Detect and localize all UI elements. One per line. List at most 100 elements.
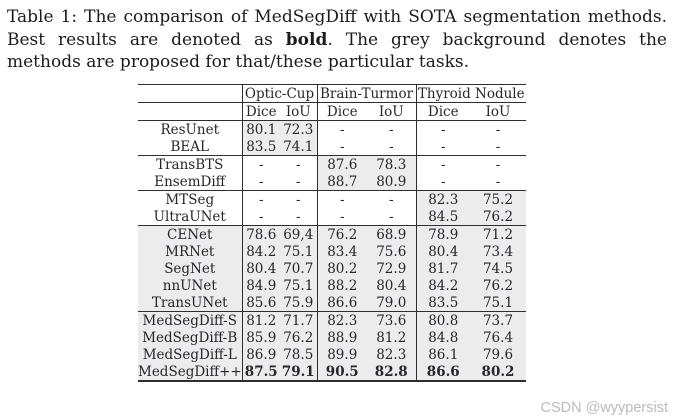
metric-value-cell: - (316, 208, 367, 226)
metric-value-cell: - (241, 155, 280, 173)
metric-value-cell: - (280, 190, 317, 208)
table-row: nnUNet 84.9 75.1 88.2 80.4 84.2 76.2 (138, 277, 526, 294)
metric-value-cell: 86.1 (415, 346, 470, 363)
metric-value-cell: 86.9 (241, 346, 280, 363)
metric-value-cell: 81.7 (415, 260, 470, 277)
method-name-cell: SegNet (138, 260, 242, 277)
metric-value-cell: 78.9 (415, 225, 470, 243)
metric-value-cell: 80.4 (415, 243, 470, 260)
metric-value-cell: 82.8 (367, 363, 416, 382)
table-body: ResUnet 80.1 72.3- - - - BEAL 83.5 74.1- - - - Trans… (138, 120, 526, 382)
group-header-optic-cup: Optic-Cup (241, 84, 317, 103)
metric-value-cell: 72.3 (280, 120, 317, 138)
method-name-cell: ResUnet (160, 121, 220, 138)
method-name-cell: UltraUNet (153, 208, 226, 225)
group-header-brain-tumor: Brain-Turmor (316, 84, 416, 103)
metric-value-cell: 87.5 (241, 363, 280, 382)
metric-value-cell: 82.3 (415, 190, 470, 208)
metric-value-cell: 82.3 (367, 346, 416, 363)
empty-corner-cell (138, 102, 242, 121)
metric-value-cell: 74.5 (470, 260, 526, 277)
metric-value-cell: 75.1 (470, 294, 526, 312)
metric-value-cell: - (316, 120, 367, 138)
metric-value-cell: 75.6 (367, 243, 416, 260)
metric-value-cell: 85.6 (241, 294, 280, 312)
metric-header-dice: Dice (241, 102, 280, 121)
metric-value-cell: 80.1 (241, 120, 280, 138)
metric-value-cell: 73.6 (367, 311, 416, 329)
metric-value-cell: 76.2 (280, 329, 317, 346)
metric-value-cell: 86.6 (415, 363, 470, 382)
empty-corner-cell (138, 84, 242, 103)
metric-value-cell: 75.2 (470, 190, 526, 208)
table-row: MTSeg - - - -82.3 75.2 (138, 190, 526, 208)
metric-value-cell: 73.4 (470, 243, 526, 260)
method-name-cell: CENet (138, 225, 242, 243)
metric-value-cell: - (388, 121, 394, 138)
metric-value-cell: - (495, 121, 501, 138)
metric-value-cell: 83.5 (241, 138, 280, 156)
table-row: MedSegDiff++ 87.5 79.1 90.5 82.8 86.6 80.2 (138, 363, 526, 382)
metric-value-cell: 84.2 (241, 243, 280, 260)
table-row: MedSegDiff-L 86.9 78.5 89.9 82.3 86.1 79.6 (138, 346, 526, 363)
metric-value-cell: 79.0 (367, 294, 416, 312)
metric-value-cell: 78.3 (367, 155, 416, 173)
metric-value-cell: - (415, 173, 470, 191)
metric-value-cell: - (367, 190, 416, 208)
caption-text-before: Table 1: The comparison of MedSegDiff wi… (7, 7, 667, 50)
metric-value-cell: - (388, 208, 394, 225)
metric-value-cell: 80.2 (316, 260, 367, 277)
method-name-cell: MedSegDiff++ (138, 363, 242, 382)
metric-value-cell: - (388, 138, 394, 155)
metric-value-cell: 80.4 (367, 277, 416, 294)
caption-bold-word: bold (285, 29, 328, 50)
method-name-cell: MTSeg (138, 190, 242, 208)
method-name-cell: nnUNet (138, 277, 242, 294)
table-row: TransUNet 85.6 75.9 86.6 79.0 83.5 75.1 (138, 294, 526, 312)
metric-value-cell: 75.9 (280, 294, 317, 312)
table-row: UltraUNet - - - -84.5 76.2 (138, 208, 526, 226)
metric-value-cell: 73.7 (470, 311, 526, 329)
metric-value-cell: - (495, 138, 501, 155)
table-row: SegNet 80.4 70.7 80.2 72.9 81.7 74.5 (138, 260, 526, 277)
group-header-thyroid-nodule: Thyroid Nodule (415, 84, 526, 103)
metric-value-cell: 71.2 (470, 225, 526, 243)
metric-value-cell: 75.1 (280, 243, 317, 260)
metric-value-cell: 81.2 (241, 311, 280, 329)
method-name-cell: MedSegDiff-L (138, 346, 242, 363)
metric-value-cell: - (415, 155, 470, 173)
table-row: EnsemDiff - -88.7 80.9- - (138, 173, 526, 191)
metric-value-cell: 78.6 (241, 225, 280, 243)
metric-value-cell: 80.8 (415, 311, 470, 329)
metric-value-cell: - (415, 138, 470, 156)
metric-value-cell: 84.9 (241, 277, 280, 294)
metric-header-dice: Dice (316, 102, 367, 121)
metric-value-cell: - (415, 120, 470, 138)
metric-value-cell: 79.6 (470, 346, 526, 363)
metric-value-cell: - (295, 173, 301, 190)
table-row: TransBTS - -87.6 78.3- - (138, 155, 526, 173)
metric-value-cell: 69,4 (280, 225, 317, 243)
metric-value-cell: 76.2 (470, 277, 526, 294)
comparison-table: Optic-Cup Brain-Turmor Thyroid Nodule Di… (138, 84, 526, 382)
metric-value-cell: 83.5 (415, 294, 470, 312)
metric-value-cell: - (241, 208, 280, 226)
metric-header-iou: IoU (280, 102, 317, 121)
metric-value-cell: - (241, 190, 280, 208)
metric-value-cell: 84.2 (415, 277, 470, 294)
table-row: CENet 78.6 69,4 76.2 68.9 78.9 71.2 (138, 225, 526, 243)
metric-value-cell: 81.2 (367, 329, 416, 346)
table-row: MedSegDiff-B 85.9 76.2 88.9 81.2 84.8 76.4 (138, 329, 526, 346)
metric-value-cell: 84.8 (415, 329, 470, 346)
metric-value-cell: 80.9 (367, 173, 416, 191)
metric-header-row: Dice IoU Dice IoU Dice IoU (138, 102, 526, 121)
table-header: Optic-Cup Brain-Turmor Thyroid Nodule Di… (138, 84, 526, 121)
metric-value-cell: - (241, 173, 280, 191)
metric-value-cell: 80.4 (241, 260, 280, 277)
metric-value-cell: 88.2 (316, 277, 367, 294)
metric-value-cell: 70.7 (280, 260, 317, 277)
metric-value-cell: - (316, 190, 367, 208)
table-caption: Table 1: The comparison of MedSegDiff wi… (7, 6, 667, 74)
method-name-cell: MedSegDiff-S (138, 311, 242, 329)
